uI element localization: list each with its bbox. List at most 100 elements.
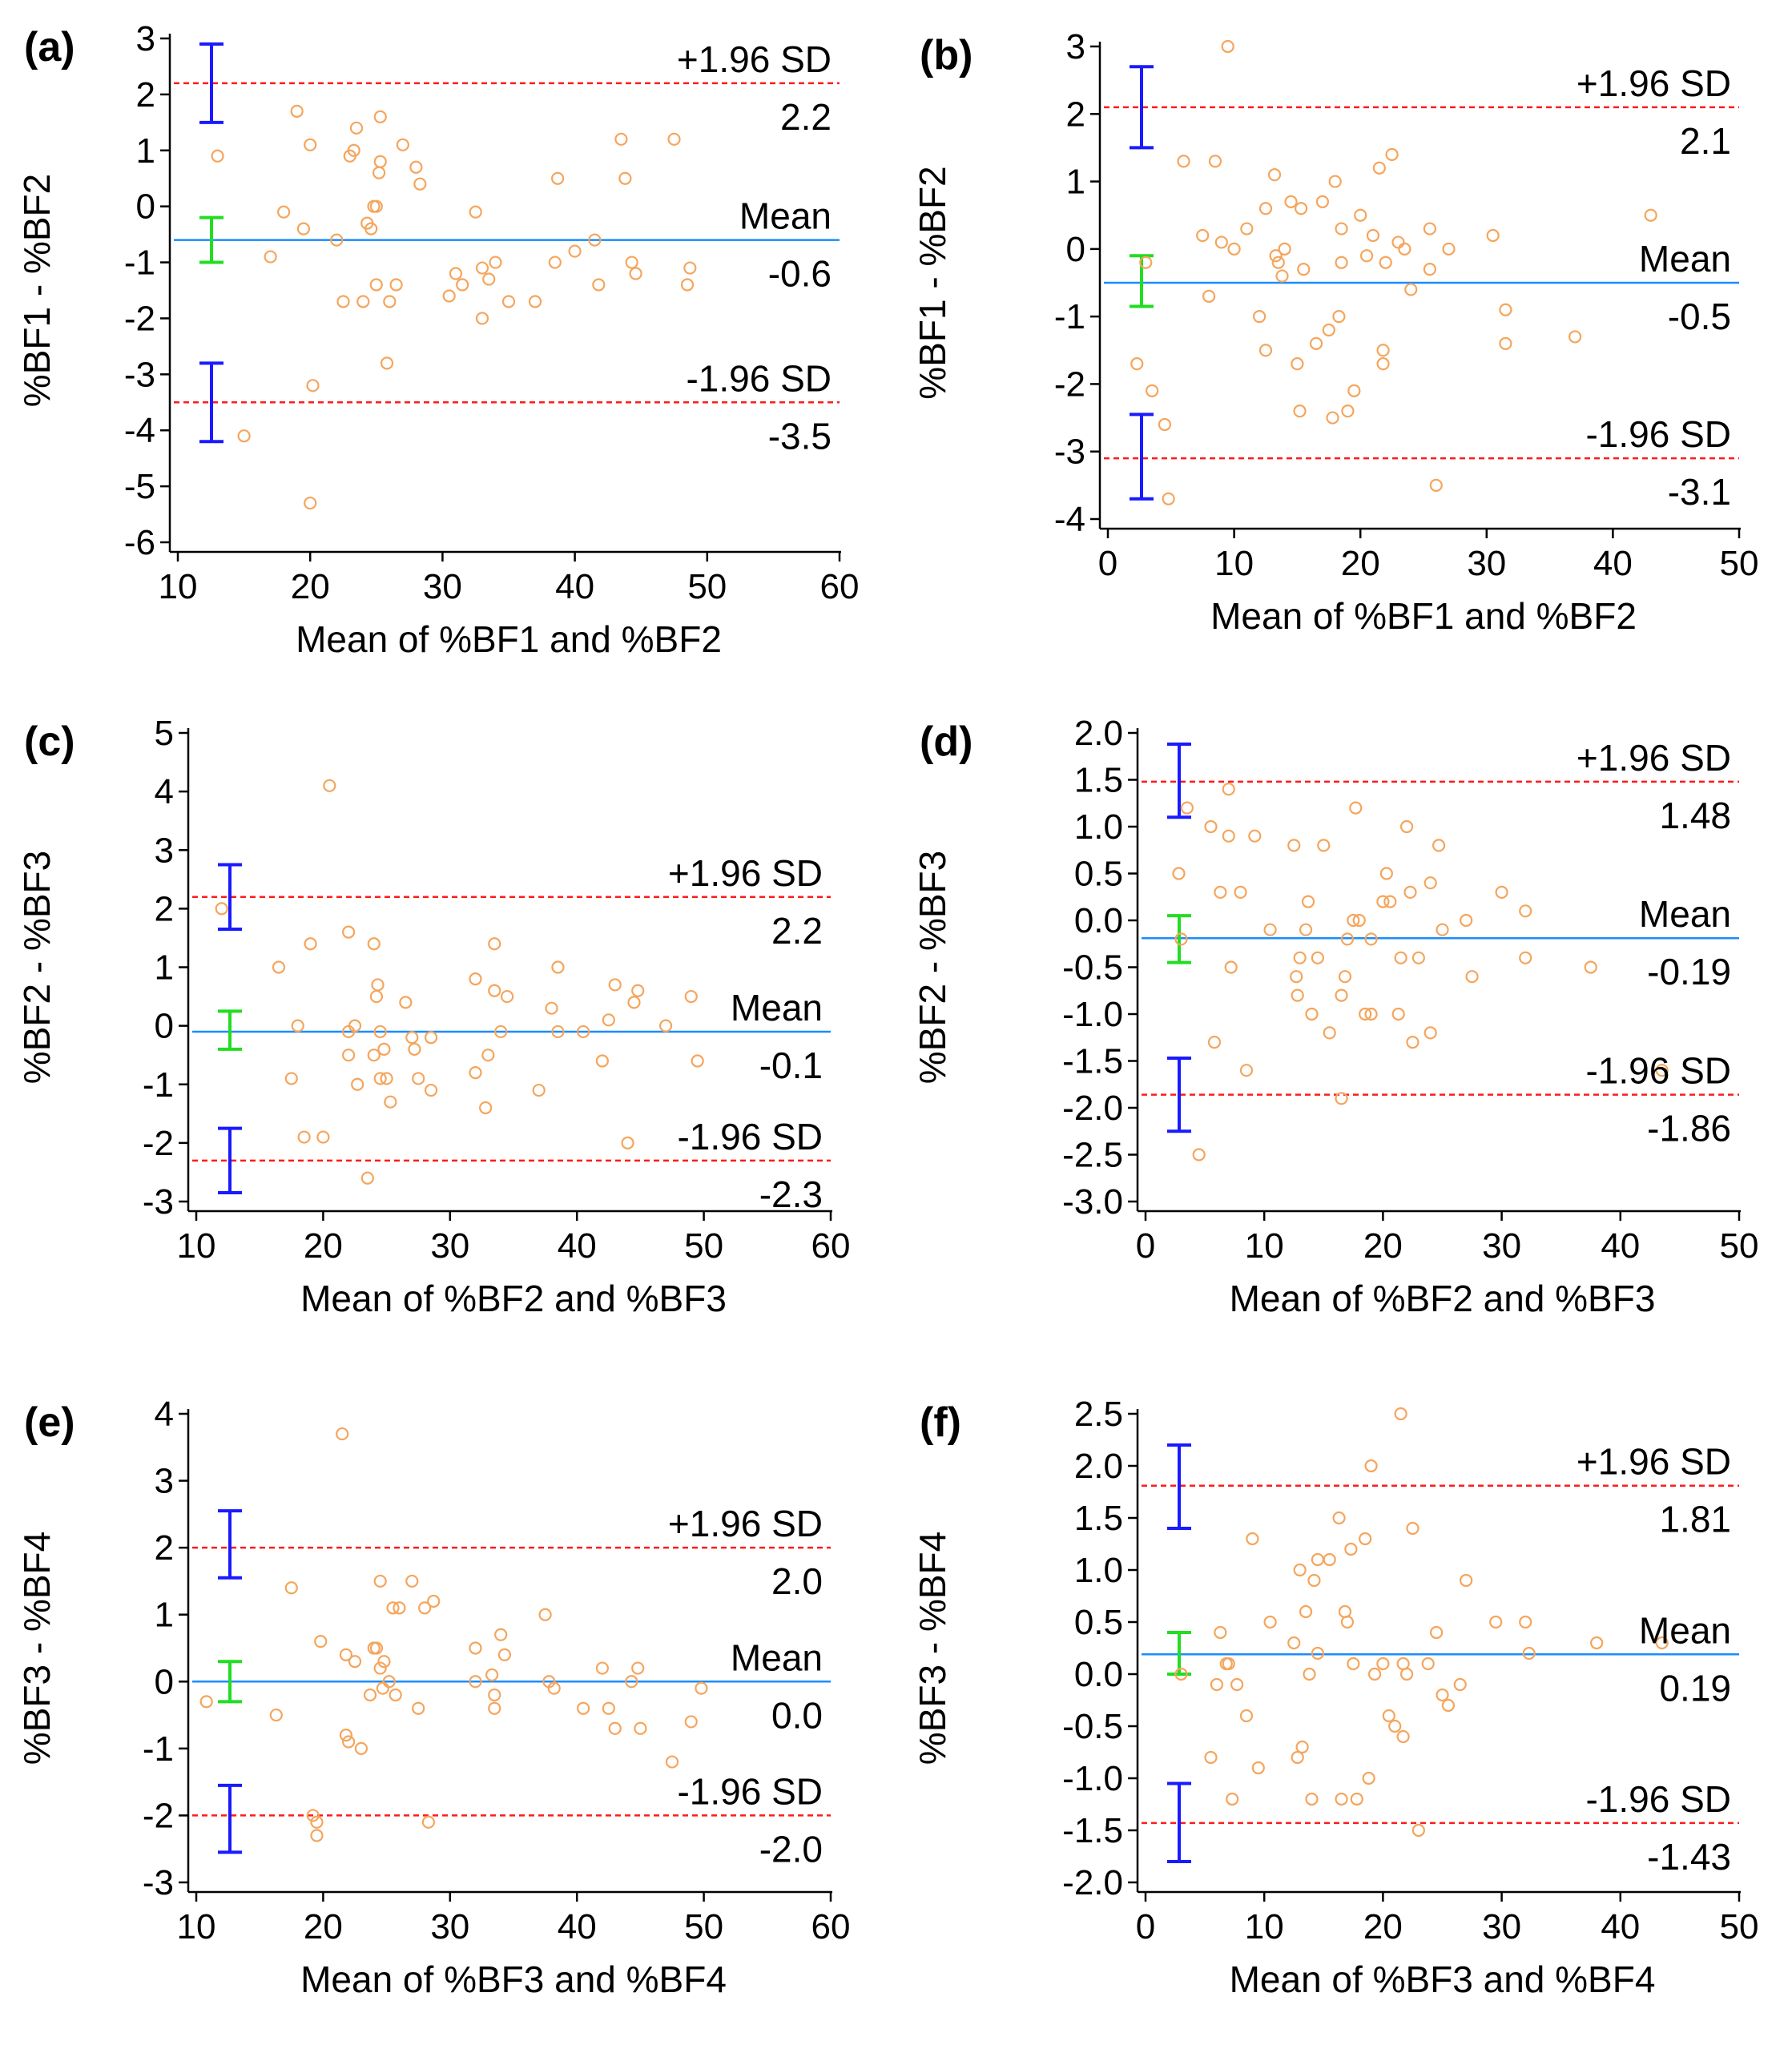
data-point (551, 171, 565, 185)
data-point (1372, 161, 1386, 175)
data-point (469, 1641, 482, 1655)
data-point (665, 1755, 679, 1769)
x-tick-label: 20 (291, 567, 330, 606)
data-point (421, 1815, 435, 1829)
mean-line-value: -0.19 (1647, 951, 1731, 992)
data-point (1495, 885, 1508, 899)
data-point (1267, 168, 1282, 182)
data-point (1396, 1657, 1410, 1671)
data-point (497, 1648, 512, 1661)
data-point (1465, 970, 1479, 984)
data-point (367, 1049, 381, 1062)
data-point (376, 1681, 389, 1695)
lower-line-label: -1.96 SD (677, 1770, 823, 1812)
data-point (456, 278, 469, 292)
upper-line-label: +1.96 SD (1577, 62, 1731, 104)
y-tick-label: 0.5 (1074, 1603, 1123, 1642)
data-point (371, 978, 385, 992)
y-tick-label: 1 (1066, 163, 1085, 202)
data-point (409, 160, 423, 174)
data-point (1421, 1657, 1435, 1671)
data-point (1307, 1573, 1321, 1588)
x-tick-label: 60 (820, 567, 860, 606)
data-point (1297, 263, 1311, 276)
upper-line-label: +1.96 SD (668, 1503, 823, 1544)
data-point (488, 1701, 501, 1715)
data-point (1311, 951, 1324, 964)
lower-line-value: -1.43 (1647, 1836, 1731, 1878)
x-tick-label: 30 (430, 1226, 469, 1266)
data-point (1399, 819, 1414, 834)
data-point (1221, 39, 1234, 54)
y-tick-label: -2 (124, 299, 155, 338)
mean-line-label: Mean (731, 1636, 823, 1678)
data-point (1326, 411, 1339, 425)
data-point (469, 1066, 482, 1080)
x-axis-title: Mean of %BF3 and %BF4 (300, 1958, 727, 2000)
x-axis-title: Mean of %BF1 and %BF2 (296, 618, 722, 660)
data-point (272, 960, 286, 974)
x-tick-label: 50 (1720, 1907, 1759, 1946)
lower-line-value: -3.5 (768, 415, 832, 457)
data-point (1295, 202, 1308, 215)
y-tick-label: 4 (155, 1395, 174, 1434)
data-point (634, 1721, 647, 1735)
data-point (1248, 829, 1262, 843)
data-point (347, 143, 360, 157)
y-tick-label: -1.5 (1062, 1042, 1123, 1081)
y-tick-label: 1 (136, 131, 155, 171)
data-point (373, 1574, 387, 1588)
y-tick-label: -0.5 (1062, 948, 1123, 988)
data-point (1394, 1407, 1407, 1421)
data-point (1224, 960, 1238, 974)
data-point (427, 1594, 441, 1608)
data-point (489, 256, 502, 269)
x-tick-label: 40 (1601, 1907, 1640, 1946)
y-tick-label: 0 (1066, 230, 1085, 269)
data-point (1376, 357, 1390, 371)
upper-line-value: 2.1 (1680, 120, 1731, 162)
x-tick-label: 50 (1720, 544, 1759, 583)
data-point (595, 1661, 609, 1675)
data-point (1227, 242, 1241, 256)
data-point (306, 1809, 320, 1822)
upper-line-value: 2.0 (771, 1560, 823, 1602)
x-tick-label: 50 (687, 567, 727, 606)
data-point (369, 989, 384, 1004)
data-point (1519, 904, 1532, 918)
data-point (211, 149, 224, 163)
panel-c: (c) -3 -2 -1 0 1 2 3 4 5 10 20 30 40 50 60 Mean of %BF2 … (16, 714, 851, 1319)
data-point (1287, 839, 1301, 852)
y-tick-label: -3 (143, 1182, 174, 1222)
data-point (1207, 1036, 1222, 1049)
mean-line-label: Mean (739, 195, 832, 237)
y-tick-label: -3.0 (1062, 1182, 1123, 1222)
data-point (389, 1688, 402, 1702)
y-tick-label: 2 (155, 1528, 174, 1568)
lower-line-label: -1.96 SD (686, 357, 832, 399)
data-point (1172, 867, 1186, 880)
data-point (386, 1601, 400, 1615)
data-point (551, 960, 565, 974)
data-point (199, 1695, 213, 1709)
data-point (1315, 195, 1330, 208)
data-point (1246, 1532, 1259, 1546)
data-point (1146, 384, 1159, 397)
data-point (1158, 417, 1172, 432)
data-point (1411, 951, 1425, 964)
x-tick-label: 0 (1136, 1907, 1155, 1946)
x-tick-label: 60 (811, 1226, 851, 1266)
data-point (1453, 1677, 1467, 1692)
data-point (367, 937, 381, 951)
data-point (264, 250, 277, 264)
data-point (602, 1013, 615, 1027)
data-point (369, 278, 383, 292)
data-point (475, 261, 489, 275)
data-point (548, 256, 562, 269)
data-point (1655, 1064, 1669, 1077)
data-point (1364, 1459, 1378, 1473)
data-point (683, 261, 697, 275)
lower-line-value: -2.0 (759, 1828, 823, 1870)
data-point (314, 1635, 328, 1648)
data-point (1359, 1007, 1372, 1021)
